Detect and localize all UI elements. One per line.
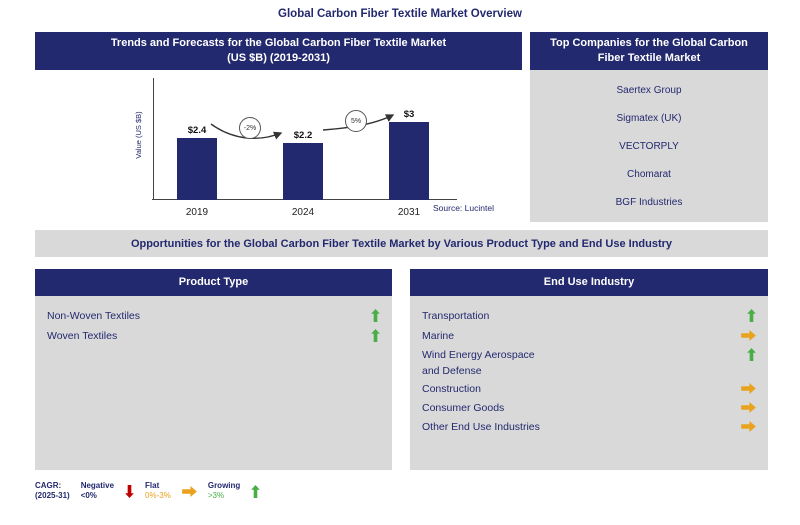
end-use-panel: End Use Industry Transportation Marine W… bbox=[410, 269, 768, 470]
top-companies-panel: Top Companies for the Global Carbon Fibe… bbox=[530, 32, 768, 222]
cagr-period-text: (2025-31) bbox=[35, 491, 70, 500]
trend-flat-icon bbox=[741, 400, 756, 417]
list-item-label: Other End Use Industries bbox=[422, 421, 540, 433]
y-axis-label: Value (US $B) bbox=[134, 111, 143, 159]
list-item-label: Wind Energy Aerospace and Defense bbox=[422, 349, 535, 377]
product-type-list: Non-Woven Textiles Woven Textiles bbox=[35, 296, 392, 470]
legend-negative: Negative <0% bbox=[81, 481, 114, 501]
negative-label: Negative bbox=[80, 481, 115, 490]
bar bbox=[283, 143, 323, 200]
growing-label: Growing bbox=[207, 481, 241, 490]
trend-up-icon bbox=[747, 347, 756, 365]
trends-title-line1: Trends and Forecasts for the Global Carb… bbox=[110, 37, 447, 50]
companies-list: Saertex Group Sigmatex (UK) VECTORPLY Choma… bbox=[530, 70, 768, 222]
list-item: Construction bbox=[422, 381, 756, 398]
company-name: BGF Industries bbox=[615, 196, 683, 208]
product-type-panel: Product Type Non-Woven Textiles Woven Te… bbox=[35, 269, 392, 470]
trend-down-icon bbox=[125, 484, 134, 498]
trend-flat-icon bbox=[741, 381, 756, 398]
list-item: Other End Use Industries bbox=[422, 419, 756, 436]
company-name: VECTORPLY bbox=[619, 140, 679, 152]
trend-up-icon bbox=[251, 484, 261, 498]
company-name: Saertex Group bbox=[616, 84, 682, 96]
list-item-label: Woven Textiles bbox=[47, 330, 118, 342]
bar-value-label: $2.2 bbox=[293, 130, 313, 141]
list-item-label: Non-Woven Textiles bbox=[47, 310, 140, 322]
x-tick-label: 2031 bbox=[397, 207, 421, 218]
x-tick-label: 2019 bbox=[185, 207, 209, 218]
cagr-legend: CAGR: (2025-31) Negative <0% Flat 0%-3% … bbox=[35, 481, 261, 501]
bar-value-label: $3 bbox=[403, 109, 415, 120]
list-item-label: Transportation bbox=[422, 310, 490, 322]
bar-column: $3 bbox=[377, 109, 441, 200]
growth-arrows bbox=[210, 114, 395, 140]
company-name: Chomarat bbox=[627, 168, 671, 180]
cagr-badge-2024-2031: 5% bbox=[345, 110, 367, 132]
bar-value-label: $2.4 bbox=[187, 125, 207, 136]
list-item-label: Consumer Goods bbox=[422, 402, 505, 414]
trend-up-icon bbox=[371, 328, 380, 346]
page-title: Global Carbon Fiber Textile Market Overv… bbox=[278, 8, 522, 20]
chart-plot-area: Value (US $B) $2.4 $2.2 $3 2019 2024 2031 bbox=[134, 72, 457, 218]
trend-flat-icon bbox=[182, 485, 197, 497]
company-name: Sigmatex (UK) bbox=[616, 112, 682, 124]
list-item: Transportation bbox=[422, 308, 756, 326]
y-axis-line bbox=[153, 78, 154, 200]
opportunities-banner: Opportunities for the Global Carbon Fibe… bbox=[35, 230, 768, 257]
bars-row: $2.4 $2.2 $3 bbox=[153, 72, 453, 200]
list-item-label: Marine bbox=[422, 330, 455, 342]
trend-flat-icon bbox=[741, 328, 756, 345]
source-label: Source: Lucintel bbox=[433, 203, 494, 213]
bar-column: $2.2 bbox=[271, 130, 335, 200]
list-item: Consumer Goods bbox=[422, 400, 756, 417]
end-use-list: Transportation Marine Wind Energy Aerosp… bbox=[410, 296, 768, 470]
list-item: Non-Woven Textiles bbox=[47, 308, 380, 326]
cagr-badge-2019-2024: -2% bbox=[239, 117, 261, 139]
trends-forecasts-panel: Trends and Forecasts for the Global Carb… bbox=[35, 32, 522, 222]
trend-up-icon bbox=[747, 308, 756, 326]
top-companies-header: Top Companies for the Global Carbon Fibe… bbox=[530, 32, 768, 70]
list-item: Marine bbox=[422, 328, 756, 345]
list-item: Wind Energy Aerospace and Defense bbox=[422, 347, 756, 379]
bar bbox=[177, 138, 217, 200]
bar-chart: Value (US $B) $2.4 $2.2 $3 2019 2024 2031 bbox=[35, 70, 522, 222]
end-use-header: End Use Industry bbox=[410, 269, 768, 296]
negative-range: <0% bbox=[80, 491, 97, 500]
list-item-label: Construction bbox=[422, 383, 481, 395]
growing-range: >3% bbox=[207, 491, 225, 500]
flat-label: Flat bbox=[145, 481, 160, 490]
legend-cagr-label: CAGR: (2025-31) bbox=[35, 481, 70, 501]
trends-title-line2: (US $B) (2019-2031) bbox=[227, 52, 330, 64]
cagr-text: CAGR: bbox=[35, 481, 62, 490]
legend-flat: Flat 0%-3% bbox=[145, 481, 171, 501]
x-axis-labels: 2019 2024 2031 bbox=[153, 204, 453, 218]
trend-up-icon bbox=[371, 308, 380, 326]
trend-flat-icon bbox=[741, 419, 756, 436]
list-item: Woven Textiles bbox=[47, 328, 380, 346]
trends-panel-header: Trends and Forecasts for the Global Carb… bbox=[35, 32, 522, 70]
product-type-header: Product Type bbox=[35, 269, 392, 296]
bar-column: $2.4 bbox=[165, 125, 229, 200]
bar bbox=[389, 122, 429, 200]
flat-range: 0%-3% bbox=[145, 491, 171, 500]
x-tick-label: 2024 bbox=[291, 207, 315, 218]
legend-growing: Growing >3% bbox=[208, 481, 240, 501]
